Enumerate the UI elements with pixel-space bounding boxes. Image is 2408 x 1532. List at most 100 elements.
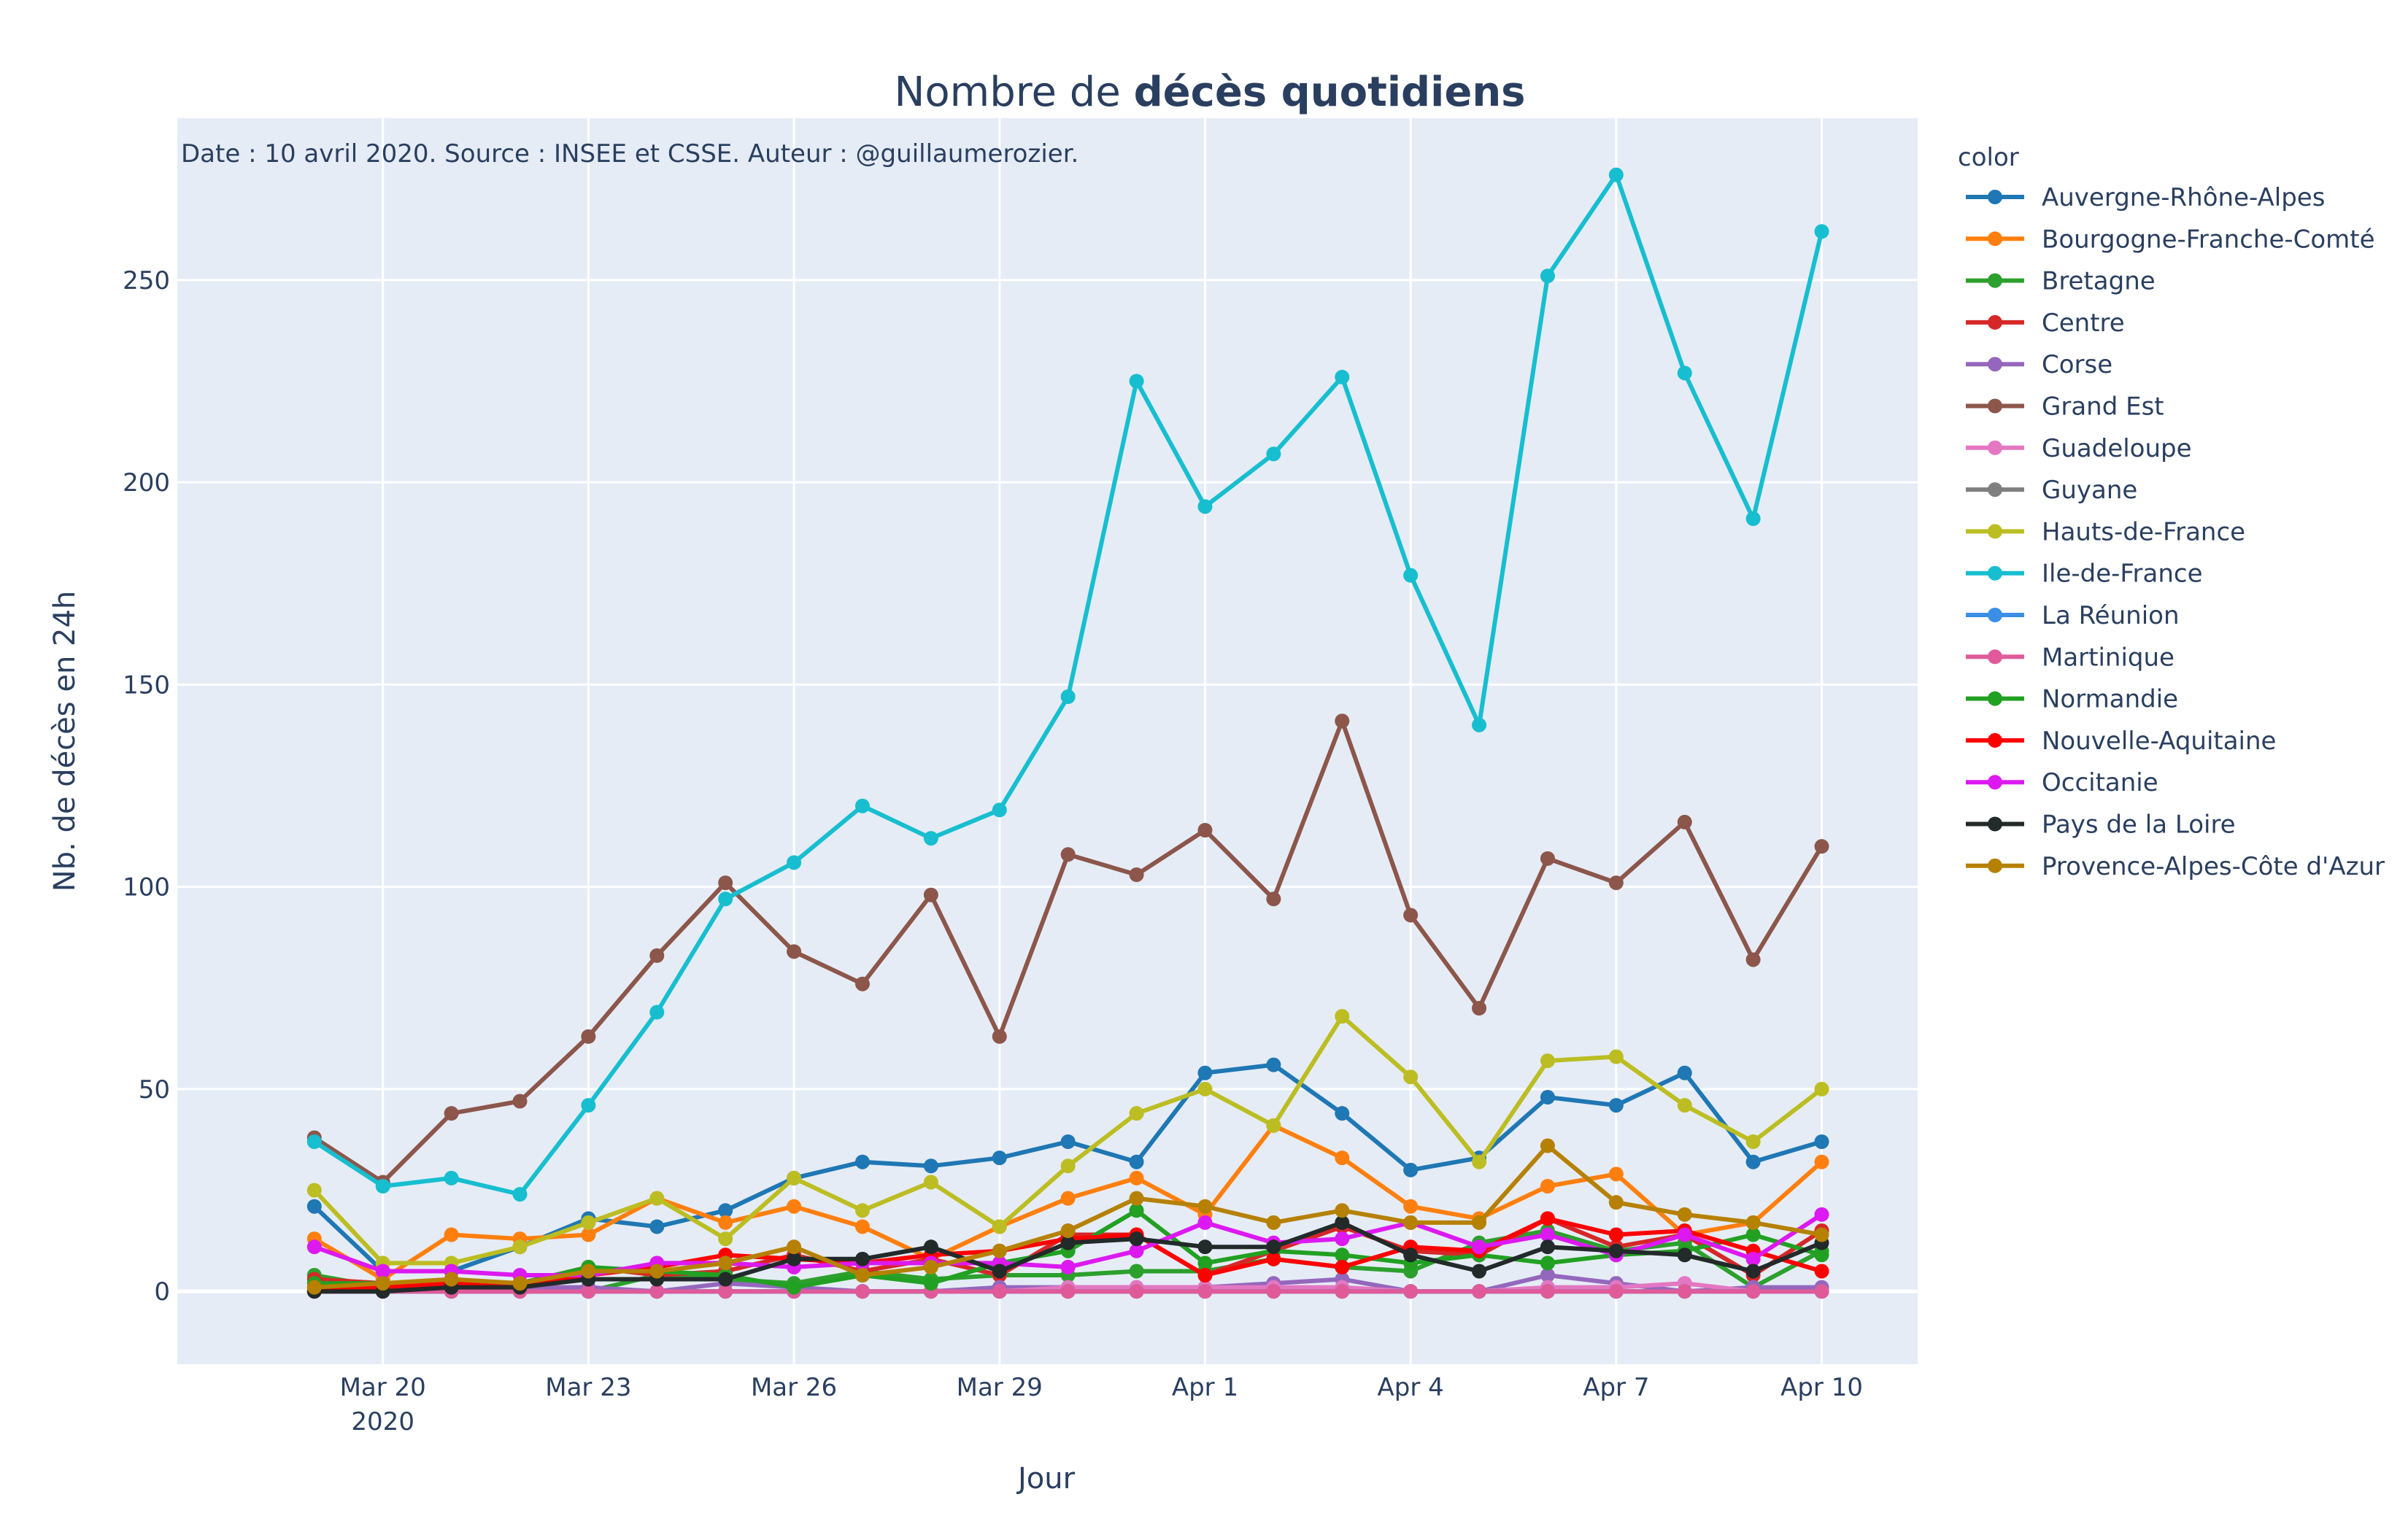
data-point	[1197, 1268, 1213, 1283]
data-point	[1403, 1199, 1419, 1214]
data-point	[1472, 1264, 1487, 1279]
data-point	[1197, 1065, 1213, 1080]
data-point	[1745, 1264, 1761, 1279]
data-point	[718, 1203, 733, 1218]
data-point	[512, 1239, 528, 1255]
data-point	[1814, 1081, 1829, 1096]
data-point	[718, 1215, 733, 1230]
data-point	[1403, 908, 1419, 923]
data-point	[1608, 1227, 1624, 1242]
data-point	[1403, 568, 1419, 583]
data-point	[923, 1239, 938, 1255]
data-point	[992, 1264, 1007, 1279]
legend-item: Ile-de-France	[1966, 560, 2203, 589]
data-point	[1060, 1235, 1076, 1250]
legend-item: Martinique	[1966, 643, 2174, 672]
y-tick-labels: 0 50 100 150 200 250	[123, 266, 170, 1307]
data-point	[1266, 1118, 1281, 1133]
data-point	[1403, 1247, 1419, 1263]
legend-item: Corse	[1966, 350, 2112, 379]
data-point	[1335, 1284, 1350, 1299]
data-point	[306, 1183, 322, 1198]
data-point	[787, 1170, 802, 1185]
data-point	[1745, 511, 1761, 526]
data-point	[1197, 1215, 1213, 1230]
data-point	[787, 1280, 802, 1295]
data-point	[854, 1251, 870, 1266]
legend-label: Normandie	[2042, 685, 2178, 714]
data-point	[1814, 224, 1829, 239]
data-point	[1540, 1256, 1555, 1271]
legend-label: Pays de la Loire	[2042, 811, 2236, 840]
data-point	[444, 1106, 459, 1121]
data-point	[923, 1276, 938, 1291]
y-tick-label: 100	[123, 873, 170, 902]
data-point	[1540, 1211, 1555, 1226]
data-point	[1745, 952, 1761, 967]
data-point	[992, 1284, 1007, 1299]
data-point	[1129, 1203, 1144, 1218]
data-point	[854, 1154, 870, 1169]
data-point	[1814, 839, 1829, 854]
data-point	[1677, 814, 1692, 829]
data-point	[1540, 1284, 1555, 1299]
data-point	[1060, 689, 1076, 704]
data-point	[1060, 847, 1076, 862]
legend-swatch-marker	[1988, 858, 2002, 873]
data-point	[1129, 867, 1144, 882]
legend-label: Bretagne	[2042, 267, 2156, 296]
x-tick-label: Apr 7	[1583, 1373, 1649, 1402]
series-hauts-de-france	[306, 1009, 1829, 1271]
data-point	[1814, 1207, 1829, 1222]
legend-swatch-marker	[1988, 565, 2002, 581]
data-point	[1608, 1243, 1624, 1258]
data-point	[581, 1284, 596, 1299]
legend-item: Auvergne-Rhône-Alpes	[1966, 183, 2325, 212]
data-point	[1608, 875, 1624, 891]
data-point	[854, 1268, 870, 1283]
data-point	[854, 1284, 870, 1299]
data-point	[1266, 891, 1281, 907]
data-point	[1266, 1239, 1281, 1255]
data-point	[854, 976, 870, 991]
data-point	[1608, 1049, 1624, 1064]
data-point	[718, 891, 733, 907]
data-point	[649, 1191, 665, 1206]
data-point	[1266, 1215, 1281, 1230]
data-point	[1814, 1247, 1829, 1263]
data-point	[1677, 1065, 1692, 1080]
data-point	[1266, 446, 1281, 462]
data-point	[1540, 1053, 1555, 1069]
data-point	[581, 1264, 596, 1279]
data-point	[992, 1243, 1007, 1258]
x-tick-label: Apr 4	[1378, 1373, 1444, 1402]
data-point	[923, 887, 938, 902]
data-point	[1472, 717, 1487, 732]
legend-title: color	[1958, 143, 2019, 172]
x-tick-label: Mar 29	[957, 1373, 1043, 1402]
legend-item: Grand Est	[1966, 392, 2164, 422]
data-point	[1814, 1154, 1829, 1169]
data-point	[992, 1150, 1007, 1166]
data-point	[1060, 1259, 1076, 1274]
data-point	[787, 944, 802, 959]
legend-swatch-marker	[1988, 608, 2002, 622]
data-point	[854, 798, 870, 813]
plot-background	[177, 118, 1918, 1364]
y-tick-label: 0	[154, 1277, 170, 1307]
data-point	[718, 875, 733, 891]
data-point	[1403, 1162, 1419, 1177]
y-tick-label: 200	[123, 468, 170, 498]
data-point	[581, 1215, 596, 1230]
legend-swatch-marker	[1988, 357, 2002, 372]
data-point	[1060, 1284, 1076, 1299]
data-point	[375, 1264, 390, 1279]
legend-label: La Réunion	[2042, 601, 2180, 630]
legend-item: Guadeloupe	[1966, 434, 2192, 463]
legend-item: La Réunion	[1966, 601, 2180, 630]
data-point	[1677, 1207, 1692, 1222]
data-point	[512, 1094, 528, 1109]
data-point	[718, 1231, 733, 1247]
series-ile-de-france	[306, 167, 1829, 1202]
data-point	[1745, 1154, 1761, 1169]
